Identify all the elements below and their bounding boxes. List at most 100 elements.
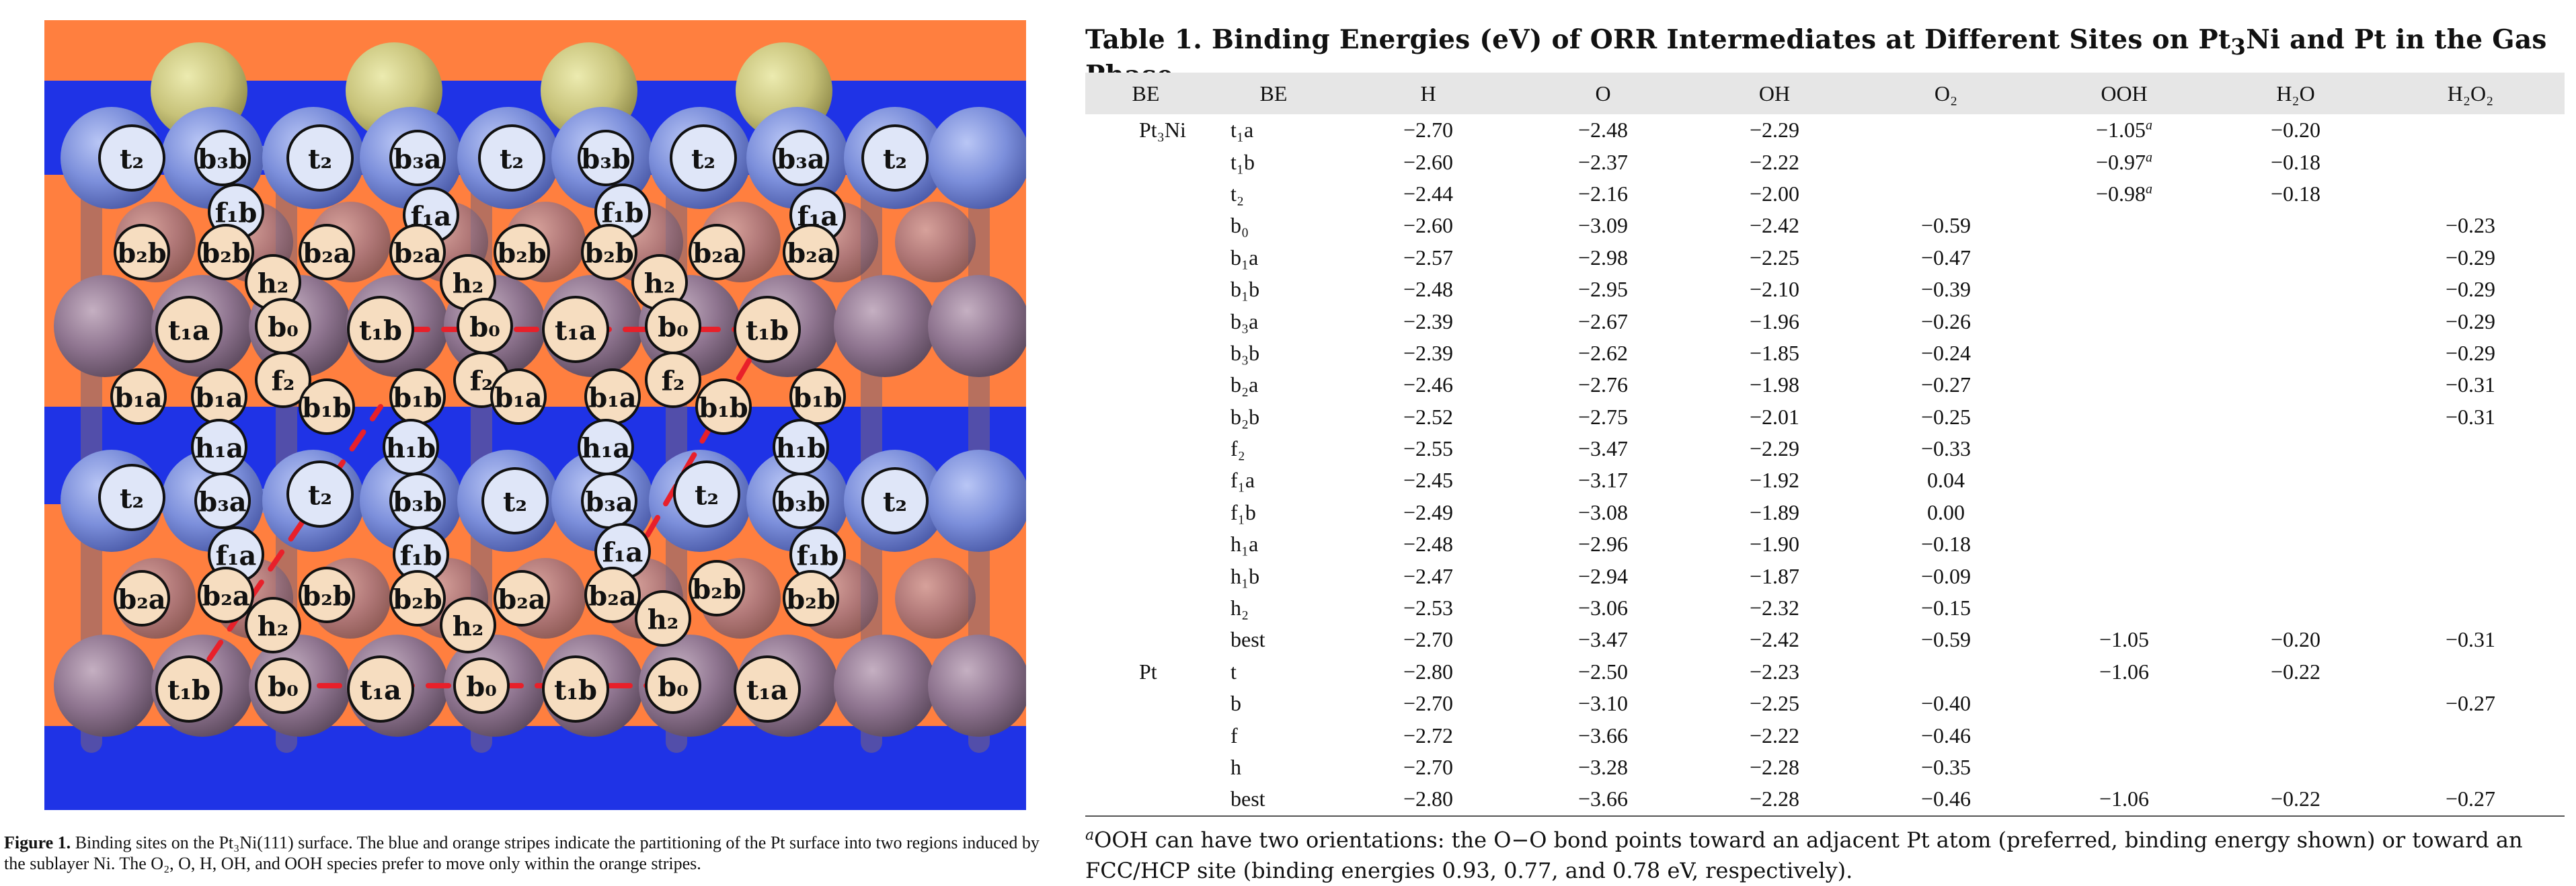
row-site: h₂ (1231, 596, 1249, 620)
cell-value: −0.35 (1920, 755, 1972, 779)
binding-site-marker: b₂b (299, 567, 355, 623)
cell-value: −2.49 (1403, 499, 1454, 524)
site-label: b₀ (658, 312, 689, 344)
cell-o: −3.08 (1516, 497, 1690, 528)
cell-oh: −2.29 (1690, 114, 1859, 146)
ni-atom (928, 107, 1026, 209)
pt-atom (54, 275, 156, 377)
cell-value: −0.22 (2270, 787, 2321, 811)
binding-site-marker: b₁b (299, 378, 355, 435)
cell-value: −2.98 (1577, 245, 1629, 270)
site-circle (198, 567, 254, 623)
site-circle (584, 567, 641, 623)
binding-site-marker: b₂a (689, 224, 745, 280)
binding-site-marker: t₂ (861, 124, 929, 192)
binding-site-marker: t₂ (670, 124, 737, 192)
row-site: b₂a (1231, 372, 1259, 397)
binding-site-marker: b₁a (584, 368, 641, 425)
binding-site-marker: t₁b (542, 655, 609, 723)
site-circle (689, 224, 745, 280)
row-group (1085, 528, 1206, 560)
cell-h2o2 (2376, 656, 2565, 688)
cell-value: −0.46 (1920, 787, 1972, 811)
table-row: b₃b −2.39 −2.62 −1.85 −0.24 −0.29 (1085, 337, 2565, 369)
cell-o: −2.98 (1516, 242, 1690, 274)
cell-h2o2 (2376, 560, 2565, 592)
pt-atom (928, 635, 1026, 737)
cell-ooh (2033, 497, 2215, 528)
cell-o2: −0.33 (1859, 433, 2033, 465)
site-circle (494, 570, 550, 627)
cell-value: −2.80 (1403, 659, 1454, 684)
site-label: b₁a (588, 382, 636, 414)
site-circle (481, 467, 549, 534)
cell-o2 (1859, 178, 2033, 210)
cell-h2o2 (2376, 178, 2565, 210)
cell-h: −2.57 (1341, 242, 1516, 274)
site-label: b₂a (498, 584, 545, 616)
cell-value: −2.47 (1403, 563, 1454, 588)
cell-o: −2.67 (1516, 305, 1690, 337)
binding-site-marker: f₂ (645, 352, 701, 408)
table-row: h −2.70 −3.28 −2.28 −0.35 (1085, 752, 2565, 783)
cell-h: −2.46 (1341, 369, 1516, 401)
site-label: t₂ (695, 480, 719, 512)
col-header: BE (1132, 81, 1160, 106)
cell-value: −0.59 (1920, 627, 1972, 652)
site-circle (255, 657, 311, 714)
col-header: OOH (2101, 81, 2148, 106)
cell-value: −3.08 (1577, 499, 1629, 524)
cell-value: −2.75 (1577, 404, 1629, 429)
site-circle (734, 296, 801, 363)
binding-site-marker: b₃a (194, 473, 251, 529)
row-site: t₁b (1231, 149, 1255, 174)
col-header: OH (1758, 81, 1791, 106)
site-label: f₁b (400, 540, 442, 572)
site-circle (286, 460, 354, 528)
cell-h: −2.60 (1341, 146, 1516, 177)
row-site: b₁b (1231, 277, 1260, 302)
site-label: b₃a (585, 487, 633, 518)
site-circle (861, 124, 929, 192)
cell-o: −2.50 (1516, 656, 1690, 688)
cell-value: −2.01 (1749, 404, 1800, 429)
cell-o2: −0.46 (1859, 783, 2033, 817)
site-label: b₁b (302, 393, 351, 424)
cell-value: −1.98 (1749, 372, 1800, 397)
binding-site-marker: t₁a (734, 655, 801, 723)
binding-site-marker: b₀ (645, 298, 701, 354)
cell-h2o (2215, 592, 2376, 624)
site-label: b₁a (114, 382, 162, 414)
footnote-text: OOH can have two orientations: the O−O b… (1085, 827, 2523, 883)
cell-o: −3.17 (1516, 465, 1690, 496)
row-group (1085, 783, 1206, 817)
site-circle (440, 597, 496, 653)
site-circle (542, 655, 609, 723)
site-label: b₁b (393, 382, 442, 414)
cell-h2o2 (2376, 433, 2565, 465)
pt-atom (834, 635, 936, 737)
binding-site-marker: b₂b (198, 224, 254, 280)
binding-site-marker: b₃b (773, 473, 829, 529)
cell-h2o2: −0.31 (2376, 401, 2565, 433)
cell-oh: −1.90 (1690, 528, 1859, 560)
site-circle (635, 590, 691, 647)
binding-site-marker: b₁b (789, 368, 846, 425)
site-label: h₁a (195, 433, 244, 465)
cell-ooh (2033, 305, 2215, 337)
site-circle (789, 368, 846, 425)
binding-site-marker: h₁b (383, 419, 439, 475)
table-title-rest: Ni and Pt in the Gas Phase (1085, 24, 2547, 91)
cell-o: −2.62 (1516, 337, 1690, 369)
row-site: best (1206, 783, 1341, 817)
cell-value: −2.96 (1577, 532, 1629, 557)
cell-h2o: −0.22 (2215, 783, 2376, 817)
site-label: b₃a (777, 144, 824, 175)
cell-value: −0.24 (1920, 340, 1972, 365)
cell-value: −2.95 (1577, 277, 1629, 302)
binding-energy-table: BE BE H O OH O₂ OOH H₂O H₂O₂ Pt₃Ni t₁a −2.… (1085, 73, 2565, 817)
col-header: O₂ (1934, 81, 1958, 106)
row-site: f₂ (1231, 436, 1245, 461)
cell-value: −2.37 (1577, 149, 1629, 174)
row-group (1085, 178, 1206, 210)
